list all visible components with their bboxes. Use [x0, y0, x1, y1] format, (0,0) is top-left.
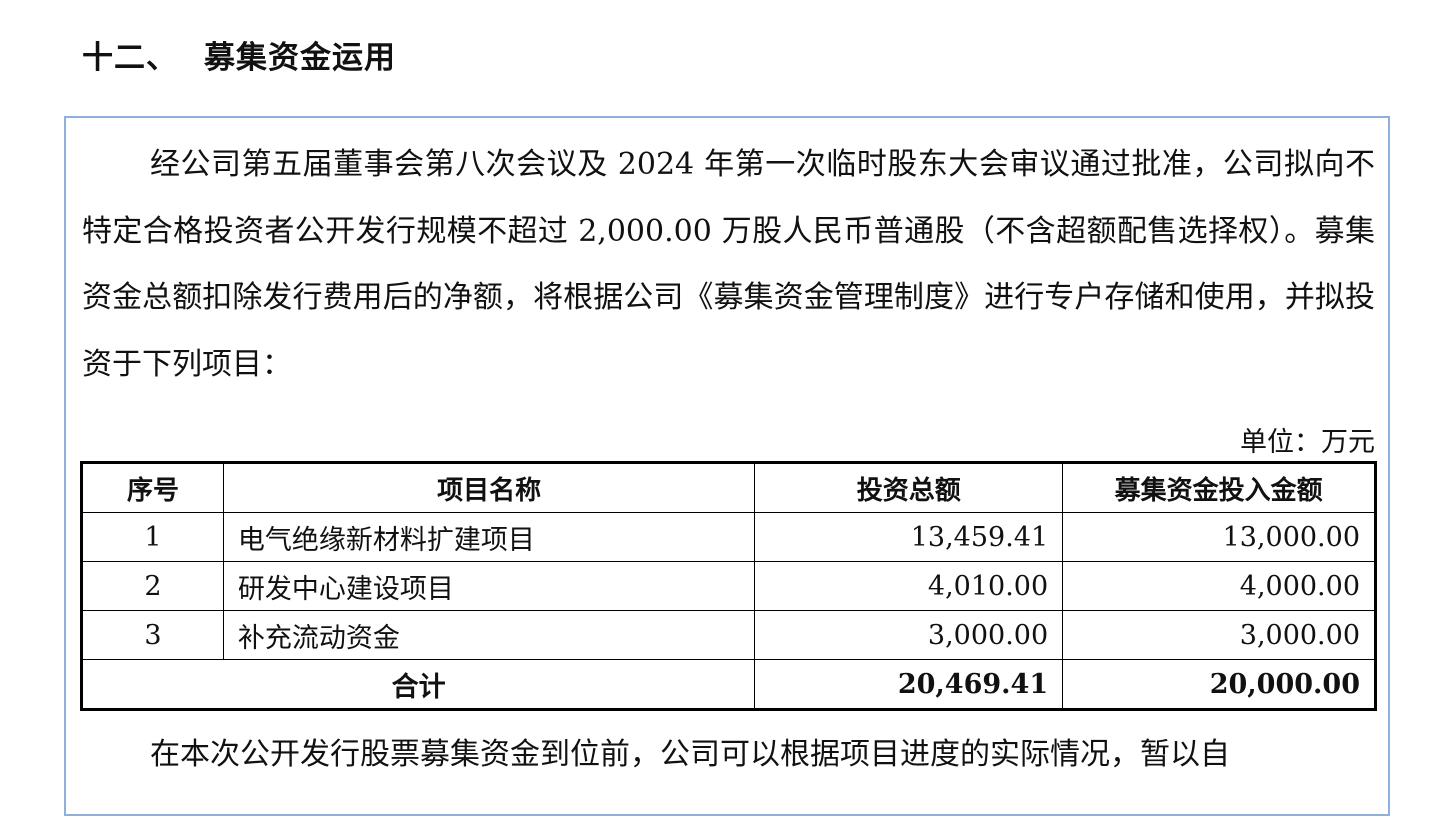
cell-total-investment: 4,010.00 [754, 561, 1064, 611]
fund-use-table: 序号 项目名称 投资总额 募集资金投入金额 1 电气绝缘新材料扩建项目 13,4… [80, 461, 1377, 711]
table-total-row: 合计 20,469.41 20,000.00 [80, 659, 1376, 710]
table-row: 2 研发中心建设项目 4,010.00 4,000.00 [81, 561, 1376, 611]
total-label: 合计 [80, 659, 756, 710]
unit-label: 单位：万元 [1240, 427, 1375, 458]
cell-project-name: 补充流动资金 [222, 610, 756, 660]
following-paragraph: 在本次公开发行股票募集资金到位前，公司可以根据项目进度的实际情况，暂以自 [150, 737, 1230, 772]
cell-index: 2 [81, 561, 224, 611]
total-investment: 20,469.41 [754, 659, 1064, 710]
cell-index: 1 [81, 512, 224, 562]
cell-raised-funds: 3,000.00 [1062, 610, 1376, 660]
cell-raised-funds: 4,000.00 [1062, 561, 1376, 611]
header-total-investment: 投资总额 [754, 462, 1064, 513]
cell-project-name: 电气绝缘新材料扩建项目 [222, 512, 756, 562]
section-heading: 十二、 募集资金运用 [82, 32, 396, 77]
total-raised-funds: 20,000.00 [1062, 659, 1376, 710]
cell-total-investment: 13,459.41 [754, 512, 1064, 562]
header-index: 序号 [81, 462, 224, 513]
cell-index: 3 [81, 610, 224, 660]
table-row: 3 补充流动资金 3,000.00 3,000.00 [81, 610, 1376, 660]
section-title: 募集资金运用 [204, 40, 396, 76]
intro-paragraph: 经公司第五届董事会第八次会议及 2024 年第一次临时股东大会审议通过批准，公司… [82, 147, 1375, 382]
table-header-row: 序号 项目名称 投资总额 募集资金投入金额 [81, 462, 1376, 513]
header-project-name: 项目名称 [222, 462, 756, 513]
section-number: 十二、 [82, 40, 178, 76]
cell-total-investment: 3,000.00 [754, 610, 1064, 660]
header-raised-funds: 募集资金投入金额 [1062, 462, 1376, 513]
cell-project-name: 研发中心建设项目 [222, 561, 756, 611]
cell-raised-funds: 13,000.00 [1062, 512, 1376, 562]
table-row: 1 电气绝缘新材料扩建项目 13,459.41 13,000.00 [81, 512, 1376, 562]
